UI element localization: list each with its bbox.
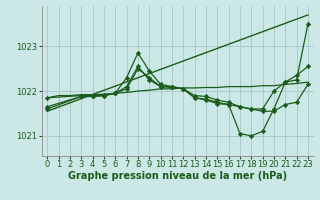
X-axis label: Graphe pression niveau de la mer (hPa): Graphe pression niveau de la mer (hPa) [68, 171, 287, 181]
